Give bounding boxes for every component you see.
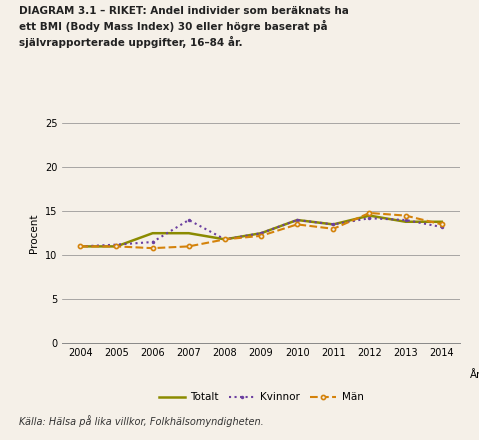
Text: Källa: Hälsa på lika villkor, Folkhälsomyndigheten.: Källa: Hälsa på lika villkor, Folkhälsom… [19, 415, 264, 427]
Text: DIAGRAM 3.1 – RIKET: Andel individer som beräknats ha
ett BMI (Body Mass Index) : DIAGRAM 3.1 – RIKET: Andel individer som… [19, 6, 349, 48]
Y-axis label: Procent: Procent [29, 213, 39, 253]
X-axis label: År: År [470, 370, 479, 380]
Legend: Totalt, Kvinnor, Män: Totalt, Kvinnor, Män [154, 388, 368, 407]
